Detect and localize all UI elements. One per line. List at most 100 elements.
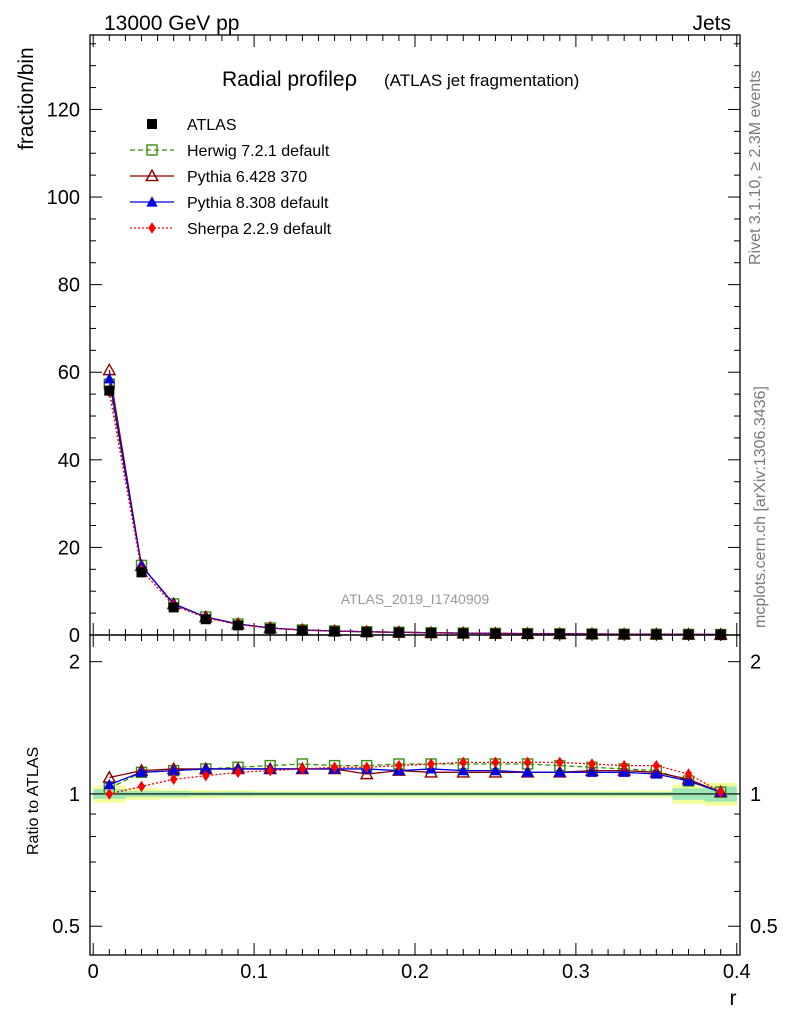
ratio-point xyxy=(105,788,114,800)
x-tick-label: 0.3 xyxy=(562,961,590,983)
ratio-point xyxy=(491,756,500,769)
main-y-tick-label: 100 xyxy=(47,187,80,209)
ratio-point xyxy=(618,766,630,777)
legend: ATLAS Herwig 7.2.1 default Pythia 6.428 37… xyxy=(130,117,332,238)
ratio-y-tick-label: 0.5 xyxy=(52,916,80,938)
ratio-point xyxy=(169,773,178,786)
main-y-tick-label: 120 xyxy=(47,99,80,121)
ratio-point xyxy=(330,761,339,774)
data-point xyxy=(297,625,308,636)
data-point xyxy=(393,627,404,638)
chart-title-symbol: ρ xyxy=(345,66,358,91)
main-y-tick-label: 80 xyxy=(58,275,80,297)
legend-label: Sherpa 2.2.9 default xyxy=(187,221,332,238)
legend-label: ATLAS xyxy=(187,117,237,134)
legend-label: Herwig 7.2.1 default xyxy=(187,143,330,160)
ratio-point xyxy=(200,763,212,774)
ratio-point xyxy=(716,786,725,798)
ratio-point xyxy=(298,763,307,775)
data-point xyxy=(103,373,116,384)
x-axis-label: r xyxy=(730,987,737,1010)
legend-item: Sherpa 2.2.9 default xyxy=(130,221,332,238)
ratio-point xyxy=(521,766,534,777)
data-point xyxy=(361,627,372,638)
x-tick-labels: 0 0.1 0.2 0.3 0.4 xyxy=(88,961,751,983)
ratio-point xyxy=(459,756,468,769)
legend-marker xyxy=(148,222,156,234)
ratio-point xyxy=(588,758,596,770)
main-y-tick-label: 20 xyxy=(58,537,80,559)
legend-item: Pythia 6.428 370 xyxy=(130,168,307,186)
series-line xyxy=(108,391,721,636)
main-y-tick-label: 40 xyxy=(58,450,80,472)
data-point xyxy=(426,628,437,639)
rivet-label: Rivet 3.1.10, ≥ 2.3M events xyxy=(747,70,764,265)
ratio-point xyxy=(266,764,274,777)
chart-title: Radial profileρ xyxy=(222,66,357,91)
main-y-tick-label: 60 xyxy=(58,362,80,384)
data-point xyxy=(233,620,244,631)
legend-marker xyxy=(145,168,159,182)
ratio-y-axis-label: Ratio to ATLAS xyxy=(25,747,42,855)
ratio-series-line xyxy=(109,768,721,793)
ratio-point xyxy=(652,759,661,772)
data-point xyxy=(265,623,276,634)
data-point xyxy=(458,628,469,639)
data-point xyxy=(329,626,340,637)
ratio-point xyxy=(103,778,116,790)
data-point xyxy=(619,629,630,640)
main-panel: 0 20 40 60 80 100 120 fraction/bin Radial prof… xyxy=(15,34,741,647)
ratio-point xyxy=(202,770,210,782)
legend-marker xyxy=(146,144,158,156)
ratio-point xyxy=(554,766,566,777)
ratio-point xyxy=(523,756,532,769)
ratio-point xyxy=(135,766,148,777)
x-tick-label: 0 xyxy=(88,961,99,983)
ratio-point xyxy=(457,764,470,776)
data-point xyxy=(490,628,501,639)
source-label: mcplots.cern.ch [arXiv:1306.3436] xyxy=(752,386,769,628)
ratio-point xyxy=(234,766,242,779)
analysis-watermark: ATLAS_2019_I1740909 xyxy=(341,591,490,607)
ratio-point xyxy=(682,775,695,786)
ratio-point xyxy=(556,756,564,769)
legend-item: Herwig 7.2.1 default xyxy=(130,143,330,160)
ratio-point xyxy=(586,766,598,777)
ratio-series-sherpa-2-2-9-default xyxy=(105,756,725,800)
ratio-point xyxy=(362,761,371,774)
ratio-y-tick-label-right: 2 xyxy=(750,652,761,674)
legend-marker xyxy=(147,119,157,129)
data-point xyxy=(651,629,662,640)
ratio-axis-ticks xyxy=(90,635,740,955)
x-tick-label: 0.2 xyxy=(401,961,429,983)
series-atlas xyxy=(104,385,726,640)
ratio-point xyxy=(489,764,502,776)
legend-item: Pythia 8.308 default xyxy=(130,195,329,212)
ratio-point xyxy=(395,759,403,772)
legend-label: Pythia 8.308 default xyxy=(187,195,329,212)
data-point xyxy=(104,385,115,396)
legend-marker xyxy=(146,196,158,207)
data-point xyxy=(136,567,147,578)
ratio-point xyxy=(167,764,180,776)
x-tick-label: 0.1 xyxy=(240,961,268,983)
process-label: Jets xyxy=(692,12,731,35)
ratio-panel: 0.5 0.51 12 2 0 0.1 0.2 0.3 0.4 Ratio to ATLAS … xyxy=(25,634,778,1010)
ratio-point xyxy=(650,768,663,779)
data-point xyxy=(200,614,211,625)
legend-label: Pythia 6.428 370 xyxy=(187,169,307,186)
ratio-series-group xyxy=(102,756,728,800)
ratio-y-tick-label-right: 1 xyxy=(750,784,761,806)
x-tick-label: 0.4 xyxy=(723,961,751,983)
ratio-point xyxy=(620,759,628,772)
ratio-point xyxy=(137,780,146,793)
legend-item: ATLAS xyxy=(147,117,237,134)
ratio-y-tick-label: 2 xyxy=(69,652,80,674)
data-point xyxy=(554,628,565,639)
ratio-y-tick-label: 1 xyxy=(69,784,80,806)
main-y-axis-label: fraction/bin xyxy=(15,47,38,150)
main-y-tick-labels: 0 20 40 60 80 100 120 xyxy=(47,99,80,647)
ratio-point xyxy=(427,758,435,770)
ratio-y-tick-label-right: 0.5 xyxy=(750,916,778,938)
main-y-tick-label: 0 xyxy=(69,625,80,647)
